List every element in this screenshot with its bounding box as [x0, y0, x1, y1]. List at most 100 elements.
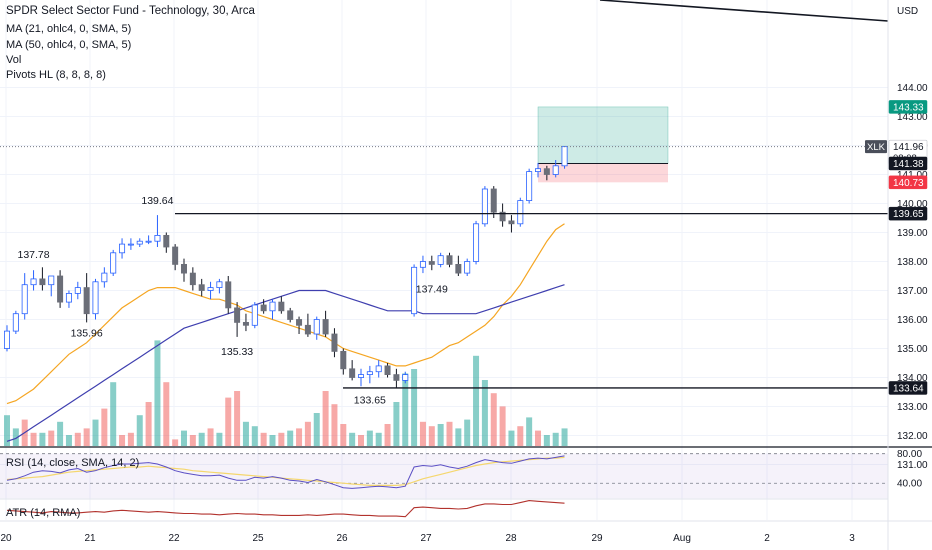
candle-body [57, 275, 64, 303]
ma50-legend[interactable]: MA (50, ohlc4, 0, SMA, 5) [6, 39, 132, 51]
volume-bar [358, 435, 364, 446]
volume-bar [296, 428, 303, 446]
price-tick-label: 139.00 [897, 228, 928, 239]
pivot-label: 137.49 [416, 283, 448, 295]
candle-body [393, 374, 400, 381]
rsi-line [6, 455, 565, 489]
volume-bar [561, 428, 568, 446]
price-tick-label: 131.00 [897, 460, 928, 471]
x-tick-label: 3 [849, 533, 855, 544]
pivot-label: 133.65 [354, 395, 386, 407]
price-tick-label: 134.00 [897, 373, 928, 384]
x-tick-label: 2 [764, 533, 770, 544]
volume-bar [411, 369, 418, 446]
drawn-lines[interactable] [0, 0, 889, 389]
volume-bar [172, 439, 179, 446]
price-tick-label: 138.00 [897, 257, 928, 268]
candle-body [48, 275, 55, 286]
ma21-legend[interactable]: MA (21, ohlc4, 0, SMA, 5) [6, 23, 132, 35]
price-badge [888, 381, 928, 395]
candle-body [278, 301, 285, 312]
time-axis[interactable]: 20 21 22 25 26 27 28 29 Aug 2 3 [0, 520, 932, 544]
candle-body [366, 371, 373, 376]
volume-bar [349, 432, 356, 446]
volume-bar [535, 430, 541, 446]
candle-body [163, 234, 170, 248]
price-tick-label: 143.00 [897, 112, 928, 123]
price-badge [888, 156, 928, 171]
candle-body [473, 223, 480, 262]
candle-body [526, 171, 533, 202]
volume-bar [499, 406, 506, 446]
x-tick-label: 22 [168, 533, 180, 544]
candle-body [269, 301, 276, 312]
candles[interactable] [4, 146, 568, 388]
volume-bar [526, 417, 533, 446]
volume-bar [313, 413, 320, 446]
volume-bar [419, 421, 426, 446]
pivot-label: 135.33 [221, 346, 253, 358]
x-tick-label: 28 [505, 533, 517, 544]
volume-bar [119, 435, 126, 446]
volume-bar [278, 432, 285, 446]
price-badge-label: 139.65 [893, 209, 924, 220]
price-badge-label: 143.33 [893, 102, 924, 113]
atr-legend[interactable]: ATR (14, RMA) [6, 507, 81, 519]
pivot-label: 135.96 [71, 328, 103, 340]
candle-body [39, 278, 46, 286]
volume-bar [216, 432, 223, 446]
symbol-label: XLK [867, 142, 886, 153]
candle-body [384, 365, 391, 375]
volume-bar [101, 408, 108, 446]
volume-bar [181, 430, 187, 446]
volume-bar [136, 415, 143, 446]
long-position-tool[interactable] [537, 106, 669, 183]
x-tick-label: 20 [0, 533, 12, 544]
volume-legend[interactable]: Vol [6, 54, 22, 66]
price-badge [888, 100, 928, 114]
candle-body [313, 319, 320, 335]
candle-body [172, 246, 179, 265]
candle-body [225, 281, 232, 309]
candle-body [349, 368, 356, 378]
candle-body [65, 292, 72, 303]
candle-body [357, 374, 364, 378]
volume-bar [48, 430, 55, 446]
pivot-labels: 139.64 137.78 135.96 135.33 137.49 133.65 [17, 195, 448, 407]
candle-body [180, 263, 187, 274]
candle-body [189, 272, 196, 286]
candle-body [535, 168, 542, 172]
volume-bar [481, 380, 488, 446]
x-tick-label: Aug [673, 533, 691, 544]
price-axis[interactable]: 144.00143.00142.00141.00140.00139.00138.… [865, 0, 928, 550]
rsi-legend[interactable]: RSI (14, close, SMA, 14, 2) [6, 457, 140, 469]
candle-body [30, 278, 37, 286]
x-tick-label: 29 [591, 533, 603, 544]
candle-body [517, 200, 524, 225]
candle-body [251, 304, 258, 326]
volume-bar [375, 432, 382, 446]
rsi-band [0, 453, 888, 499]
volume-bar [251, 426, 258, 446]
pivot-label: 139.64 [141, 195, 173, 207]
volume-bar [110, 382, 117, 446]
volume-bar [163, 382, 170, 446]
pivots-legend[interactable]: Pivots HL (8, 8, 8, 8) [6, 69, 106, 81]
grid [0, 0, 888, 520]
volume-bar [543, 435, 550, 446]
price-badge-label: 141.38 [893, 159, 924, 170]
price-tick-label: 141.00 [897, 170, 928, 181]
volume-bar [39, 432, 46, 446]
price-tick-label: 135.00 [897, 344, 928, 355]
x-tick-label: 25 [252, 533, 264, 544]
price-tick-label: 140.00 [897, 199, 928, 210]
volume-bar [260, 432, 267, 446]
volume-bar [198, 432, 205, 446]
volume-bar [552, 432, 559, 446]
x-tick-label: 21 [84, 533, 96, 544]
chart-title: SPDR Select Sector Fund - Technology, 30… [6, 5, 255, 17]
candle-body [543, 168, 550, 175]
ma21-line [6, 223, 565, 405]
volume-bar [331, 404, 338, 446]
